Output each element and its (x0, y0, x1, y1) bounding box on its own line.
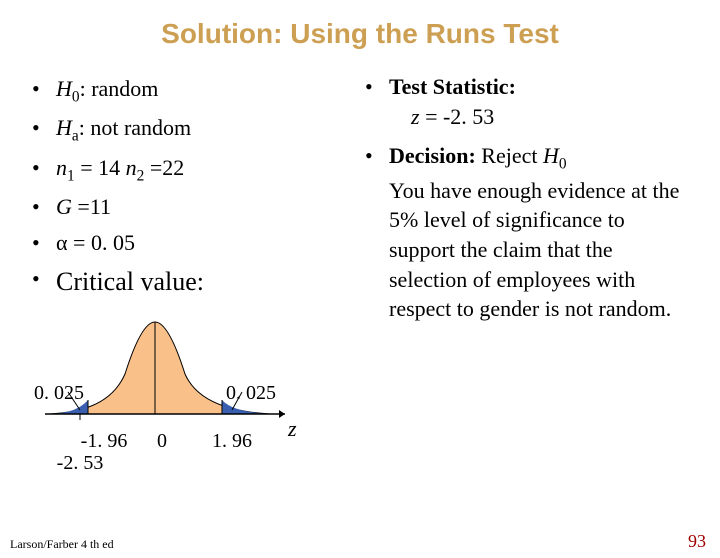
ha-text: : not random (79, 115, 191, 140)
decision-title: Decision: (389, 143, 476, 168)
normal-curve-chart: 0. 025 0. 025 -1. 96 0 1. 96 -2. 53 z (40, 314, 320, 504)
bullet-n: • n1 = 14 n2 =22 (30, 151, 357, 188)
h0-text: : random (80, 76, 159, 101)
bullet-h0: • H0: random (30, 72, 357, 109)
ts-val: -2. 53 (443, 104, 494, 129)
n1-var: n (56, 155, 67, 180)
cv-pos-label: 1. 96 (202, 426, 262, 457)
bullet-alpha: • α = 0. 05 (30, 226, 357, 260)
observed-z-label: -2. 53 (50, 448, 110, 479)
h0-sub: 0 (72, 88, 80, 105)
bullet-dot: • (363, 72, 389, 102)
bullet-dot: • (363, 141, 389, 171)
alpha-val: 0. 05 (91, 230, 135, 255)
zero-label: 0 (152, 426, 172, 457)
bullet-dot: • (30, 226, 56, 260)
bullet-critical: • Critical value: (30, 262, 357, 302)
bullet-test-statistic: • Test Statistic: z = -2. 53 (363, 72, 690, 131)
alpha-var: α (56, 230, 68, 255)
n2-eq: = (144, 155, 162, 180)
bullet-dot: • (30, 72, 56, 106)
decision-hsub: 0 (559, 156, 567, 173)
bullet-g: • G =11 (30, 190, 357, 224)
bullet-dot: • (30, 190, 56, 224)
slide-number: 93 (688, 531, 706, 552)
n1-sub: 1 (67, 167, 75, 184)
ts-eq: = (420, 104, 443, 129)
bullet-dot: • (30, 111, 56, 145)
g-eq: = (72, 194, 90, 219)
bullet-dot: • (30, 151, 56, 185)
right-column: • Test Statistic: z = -2. 53 • Decision:… (357, 72, 690, 504)
g-val: 11 (90, 194, 111, 219)
bullet-ha: • Ha: not random (30, 111, 357, 148)
bullet-decision: • Decision: Reject H0 You have enough ev… (363, 141, 690, 324)
z-axis-label: z (288, 412, 297, 446)
slide-title: Solution: Using the Runs Test (0, 18, 720, 50)
left-tail-prob: 0. 025 (34, 378, 84, 409)
n2-var: n (120, 155, 137, 180)
ha-sub: a (72, 128, 79, 145)
n2-val: 22 (162, 155, 184, 180)
footer-citation: Larson/Farber 4 th ed (10, 537, 114, 552)
n1-eq: = (75, 155, 98, 180)
decision-result: Reject (476, 143, 543, 168)
ts-var: z (411, 104, 420, 129)
n1-val: 14 (98, 155, 120, 180)
normal-curve-svg (40, 314, 300, 434)
h0-var: H (56, 76, 72, 101)
ts-title: Test Statistic: (389, 74, 516, 99)
decision-body: You have enough evidence at the 5% level… (389, 178, 679, 322)
ha-var: H (56, 115, 72, 140)
bullet-dot: • (30, 262, 56, 296)
content-columns: • H0: random • Ha: not random • n1 = 14 … (0, 72, 720, 504)
left-column: • H0: random • Ha: not random • n1 = 14 … (30, 72, 357, 504)
decision-h: H (543, 143, 559, 168)
right-tail-prob: 0. 025 (226, 378, 276, 409)
alpha-eq: = (68, 230, 91, 255)
critical-label: Critical value: (56, 262, 204, 302)
g-var: G (56, 194, 72, 219)
